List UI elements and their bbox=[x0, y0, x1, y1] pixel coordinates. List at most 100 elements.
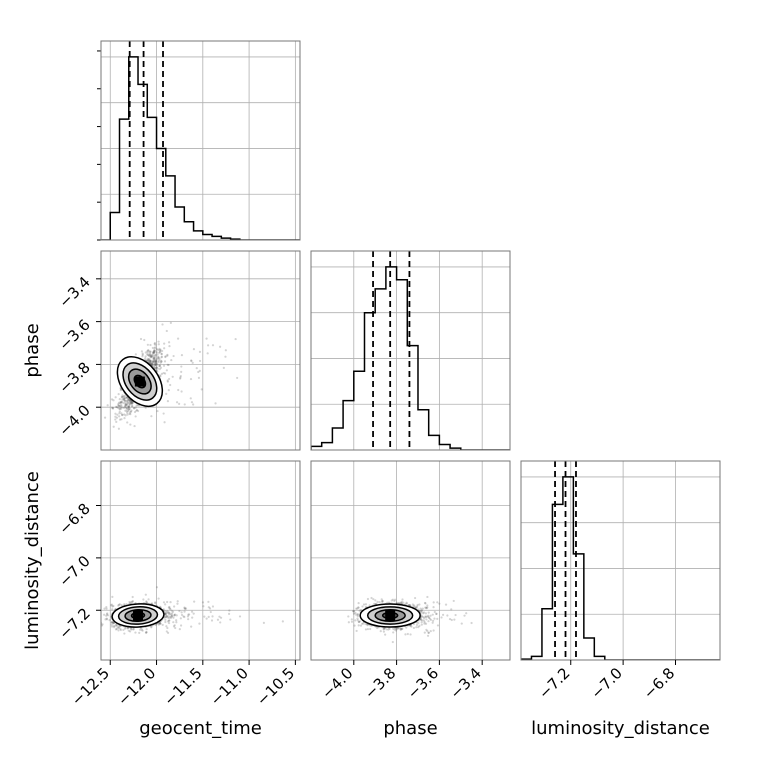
sample-point bbox=[115, 420, 118, 423]
sample-point bbox=[413, 596, 417, 600]
sample-point bbox=[420, 611, 423, 614]
sample-point bbox=[149, 355, 152, 358]
sample-point bbox=[165, 369, 168, 372]
sample-point bbox=[381, 600, 384, 603]
sample-point bbox=[372, 598, 375, 601]
sample-point bbox=[151, 352, 155, 356]
sample-point bbox=[118, 407, 122, 411]
sample-point bbox=[166, 610, 169, 613]
sample-point bbox=[124, 403, 127, 406]
sample-point bbox=[154, 354, 157, 357]
sample-point bbox=[152, 349, 156, 352]
sample-point bbox=[154, 360, 157, 364]
sample-point bbox=[376, 600, 379, 603]
sample-point bbox=[165, 611, 168, 614]
sample-point bbox=[135, 404, 138, 407]
sample-point bbox=[122, 406, 126, 409]
sample-point bbox=[387, 628, 390, 631]
sample-point bbox=[134, 631, 137, 634]
sample-point bbox=[168, 607, 172, 610]
sample-point bbox=[354, 611, 357, 615]
sample-point bbox=[158, 349, 162, 352]
sample-point bbox=[133, 407, 136, 410]
sample-point bbox=[166, 354, 169, 357]
sample-point bbox=[103, 607, 106, 610]
sample-point bbox=[154, 363, 157, 366]
sample-point bbox=[180, 370, 183, 374]
sample-point bbox=[357, 624, 360, 627]
sample-point bbox=[425, 606, 428, 609]
sample-point bbox=[177, 388, 180, 392]
sample-point bbox=[169, 601, 172, 604]
sample-point bbox=[127, 629, 130, 632]
sample-point bbox=[180, 611, 183, 614]
y-axis-label-luminosity_distance: luminosity_distance bbox=[22, 471, 43, 650]
sample-point bbox=[168, 619, 171, 622]
sample-point bbox=[421, 615, 425, 619]
sample-point bbox=[149, 350, 152, 353]
sample-point bbox=[187, 618, 190, 621]
sample-point bbox=[93, 605, 95, 607]
sample-point bbox=[124, 403, 127, 406]
sample-point bbox=[355, 629, 358, 633]
sample-point bbox=[125, 395, 128, 399]
sample-point bbox=[126, 627, 129, 630]
sample-point bbox=[172, 354, 175, 358]
sample-point bbox=[163, 360, 167, 363]
sample-point bbox=[130, 402, 133, 405]
sample-point bbox=[157, 622, 160, 625]
sample-point bbox=[119, 628, 122, 632]
sample-point bbox=[183, 606, 186, 609]
sample-point bbox=[147, 357, 151, 361]
sample-point bbox=[155, 359, 158, 362]
sample-point bbox=[366, 624, 369, 627]
sample-point bbox=[118, 603, 121, 606]
sample-point bbox=[128, 398, 131, 402]
sample-point bbox=[134, 415, 137, 418]
sample-point bbox=[114, 624, 117, 627]
sample-point bbox=[168, 611, 171, 615]
sample-point bbox=[131, 401, 134, 404]
sample-point bbox=[103, 613, 106, 616]
sample-point bbox=[353, 609, 356, 613]
sample-point bbox=[152, 351, 155, 354]
sample-point bbox=[151, 351, 155, 354]
sample-point bbox=[129, 601, 132, 605]
sample-point bbox=[347, 615, 350, 618]
sample-point bbox=[161, 323, 164, 326]
sample-point bbox=[119, 407, 123, 410]
sample-point bbox=[131, 401, 134, 404]
sample-point bbox=[134, 353, 137, 356]
sample-point bbox=[123, 396, 126, 400]
sample-point bbox=[419, 618, 423, 622]
sample-point bbox=[391, 640, 394, 644]
y-tick-label: −7.0 bbox=[55, 552, 93, 590]
sample-point bbox=[155, 366, 158, 369]
sample-point bbox=[154, 362, 158, 365]
sample-point bbox=[427, 631, 430, 634]
y-tick-label: −3.6 bbox=[55, 316, 93, 354]
sample-point bbox=[463, 614, 466, 617]
x-tick-label: −3.4 bbox=[447, 664, 485, 702]
sample-point bbox=[198, 350, 202, 353]
sample-point bbox=[153, 364, 156, 367]
sample-point bbox=[192, 612, 195, 615]
sample-point bbox=[438, 602, 441, 605]
sample-point bbox=[167, 616, 170, 620]
sample-point bbox=[111, 620, 114, 624]
sample-point bbox=[385, 628, 388, 631]
sample-point bbox=[146, 353, 149, 356]
sample-point bbox=[366, 597, 370, 601]
sample-point bbox=[110, 603, 114, 606]
sample-point bbox=[120, 418, 123, 421]
sample-point bbox=[425, 618, 428, 621]
sample-point bbox=[350, 618, 353, 621]
sample-point bbox=[409, 624, 412, 628]
sample-point bbox=[190, 625, 193, 628]
sample-point bbox=[170, 615, 173, 618]
sample-point bbox=[193, 600, 196, 603]
sample-point bbox=[157, 340, 160, 343]
sample-point bbox=[120, 404, 123, 407]
sample-point bbox=[227, 612, 231, 615]
sample-point bbox=[120, 395, 124, 398]
